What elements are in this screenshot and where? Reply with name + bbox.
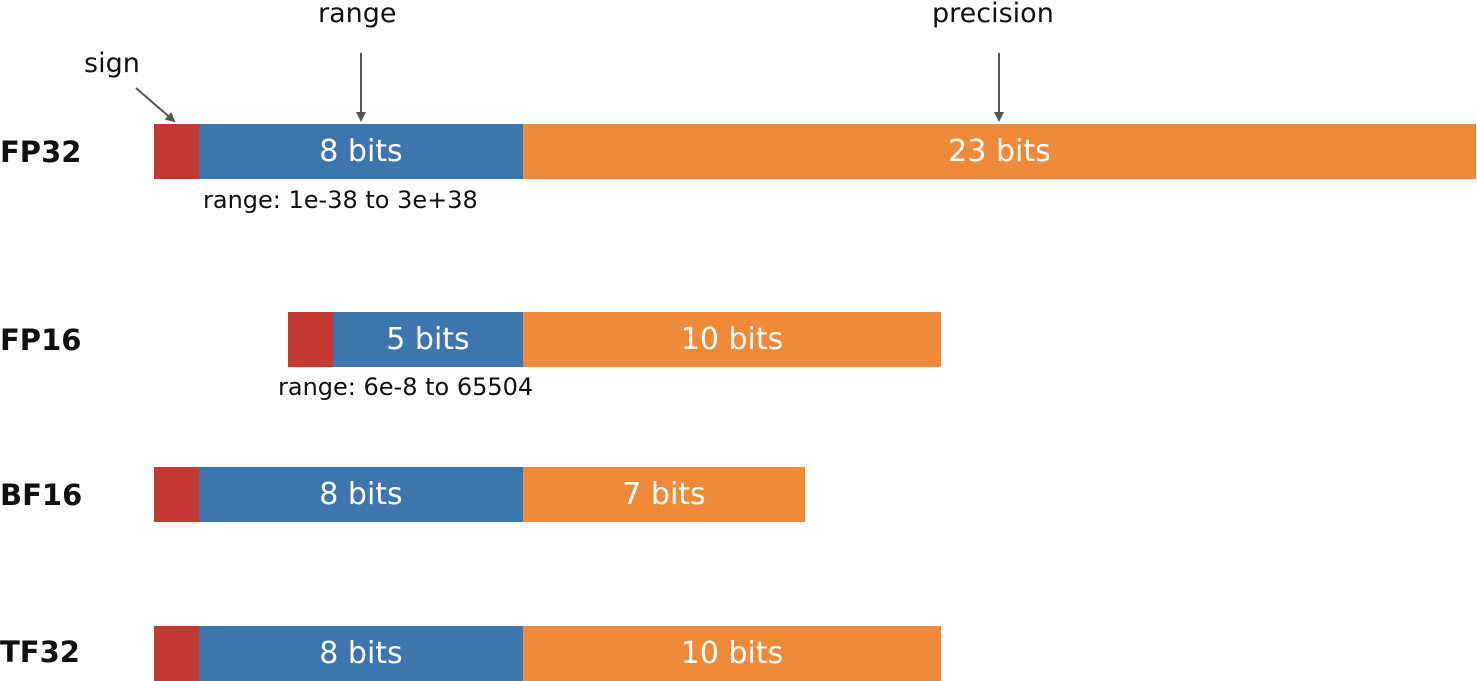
tf32-sign-bit [154, 626, 199, 681]
format-label-tf32: TF32 [0, 635, 80, 669]
bf16-exponent: 8 bits [199, 467, 523, 522]
sign-annotation: sign [84, 48, 140, 79]
fp32-sign-bit [154, 124, 199, 179]
bf16-sign-bit [154, 467, 199, 522]
fp16-mantissa: 10 bits [523, 312, 941, 367]
fp32-range-note: range: 1e-38 to 3e+38 [203, 186, 478, 214]
bf16-mantissa: 7 bits [523, 467, 805, 522]
fp16-exponent: 5 bits [333, 312, 523, 367]
sign-arrow [135, 87, 176, 123]
format-label-fp32: FP32 [0, 135, 82, 169]
precision-annotation: precision [932, 0, 1054, 29]
format-label-fp16: FP16 [0, 323, 82, 357]
fp16-range-note: range: 6e-8 to 65504 [278, 373, 534, 401]
format-label-bf16: BF16 [0, 478, 83, 512]
fp32-exponent: 8 bits [199, 124, 523, 179]
tf32-mantissa: 10 bits [523, 626, 941, 681]
fp16-sign-bit [288, 312, 333, 367]
tf32-exponent: 8 bits [199, 626, 523, 681]
fp32-mantissa: 23 bits [523, 124, 1476, 179]
range-annotation: range [318, 0, 397, 29]
